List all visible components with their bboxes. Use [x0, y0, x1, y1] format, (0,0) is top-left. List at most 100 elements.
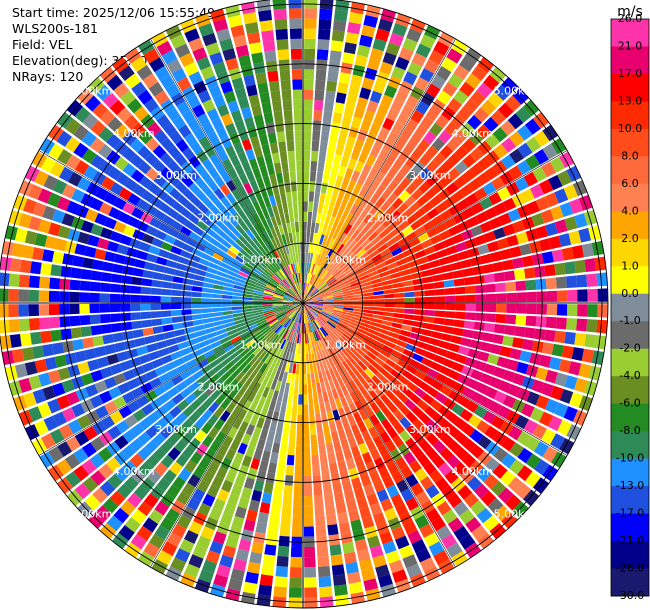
- velocity-gate: [353, 455, 365, 468]
- velocity-gate: [473, 275, 485, 285]
- velocity-gate: [124, 476, 139, 492]
- velocity-gate: [277, 360, 284, 371]
- velocity-gate: [114, 253, 126, 265]
- velocity-gate: [274, 358, 281, 370]
- velocity-gate: [154, 264, 166, 273]
- velocity-gate: [318, 566, 331, 578]
- velocity-gate: [92, 335, 104, 347]
- velocity-gate: [303, 495, 313, 507]
- velocity-gate: [275, 121, 285, 133]
- velocity-gate: [358, 274, 370, 281]
- velocity-gate: [502, 335, 514, 347]
- velocity-gate: [303, 353, 306, 364]
- velocity-gate: [586, 319, 598, 333]
- velocity-gate: [367, 57, 381, 71]
- velocity-gate: [409, 201, 422, 213]
- velocity-gate: [341, 348, 351, 359]
- velocity-gate: [564, 216, 578, 231]
- velocity-gate: [82, 337, 94, 349]
- velocity-gate: [131, 207, 145, 220]
- velocity-gate: [166, 532, 182, 547]
- velocity-gate: [34, 233, 48, 247]
- velocity-gate: [95, 187, 109, 201]
- velocity-gate: [247, 341, 258, 351]
- velocity-gate: [419, 425, 432, 439]
- velocity-gate: [360, 238, 371, 249]
- velocity-gate: [296, 322, 300, 334]
- velocity-gate: [208, 507, 222, 521]
- velocity-gate: [181, 315, 193, 322]
- velocity-gate: [273, 8, 287, 20]
- velocity-gate: [345, 561, 359, 574]
- velocity-gate: [245, 242, 256, 253]
- velocity-gate: [298, 384, 303, 395]
- velocity-gate: [74, 350, 87, 363]
- velocity-gate: [368, 426, 379, 439]
- velocity-gate: [462, 438, 477, 452]
- velocity-gate: [545, 277, 557, 290]
- velocity-gate: [84, 246, 97, 258]
- velocity-gate: [487, 241, 500, 253]
- velocity-gate: [353, 300, 364, 303]
- colorbar-swatch: [611, 156, 649, 185]
- polar-grid: [0, 0, 609, 609]
- velocity-gate: [77, 176, 92, 192]
- colorbar-frame: [610, 18, 650, 597]
- velocity-gate: [193, 127, 206, 141]
- velocity-gate: [231, 188, 242, 201]
- velocity-gate: [317, 316, 326, 325]
- velocity-gate: [459, 509, 475, 525]
- velocity-gate: [238, 360, 249, 371]
- velocity-gate: [277, 338, 285, 349]
- velocity-gate: [52, 209, 66, 224]
- velocity-gate: [188, 182, 201, 195]
- velocity-gate: [303, 120, 312, 131]
- velocity-gate: [492, 334, 504, 345]
- velocity-gate: [175, 381, 188, 393]
- velocity-gate: [499, 346, 512, 358]
- velocity-gate: [311, 253, 316, 264]
- velocity-gate: [502, 223, 516, 237]
- velocity-gate: [307, 273, 311, 284]
- nrays-label: NRays: 120: [12, 69, 84, 84]
- velocity-gate: [293, 242, 298, 253]
- azimuth-spoke: [150, 302, 304, 568]
- velocity-gate: [299, 303, 303, 313]
- velocity-gate: [311, 454, 320, 466]
- velocity-gate: [237, 442, 248, 455]
- velocity-gate: [398, 404, 411, 416]
- velocity-gate: [263, 290, 274, 295]
- velocity-gate: [237, 197, 247, 209]
- velocity-gate: [248, 191, 258, 204]
- velocity-gate: [354, 400, 364, 412]
- velocity-gate: [262, 327, 272, 335]
- velocity-gate: [258, 396, 267, 408]
- velocity-gate: [322, 422, 330, 434]
- velocity-gate: [314, 319, 321, 329]
- velocity-gate: [285, 341, 291, 352]
- velocity-gate: [306, 284, 312, 294]
- velocity-gate: [424, 303, 436, 310]
- velocity-gate: [231, 295, 243, 300]
- velocity-gate: [85, 384, 99, 398]
- velocity-gate: [409, 332, 421, 341]
- velocity-gate: [253, 264, 264, 273]
- velocity-gate: [482, 263, 494, 274]
- velocity-gate: [309, 414, 316, 425]
- velocity-gate: [22, 347, 35, 361]
- velocity-gate: [263, 269, 273, 278]
- velocity-gate: [265, 472, 276, 484]
- velocity-gate: [242, 296, 253, 301]
- velocity-gate: [292, 284, 299, 295]
- velocity-gate: [79, 303, 90, 314]
- velocity-gate: [309, 310, 317, 319]
- velocity-gate: [38, 372, 52, 387]
- velocity-gate: [453, 129, 468, 145]
- velocity-gate: [139, 175, 153, 189]
- velocity-gate: [144, 204, 158, 216]
- velocity-gate: [160, 303, 171, 310]
- velocity-gate: [156, 114, 171, 129]
- velocity-gate: [87, 359, 100, 372]
- velocity-gate: [280, 339, 287, 350]
- velocity-gate: [56, 196, 71, 211]
